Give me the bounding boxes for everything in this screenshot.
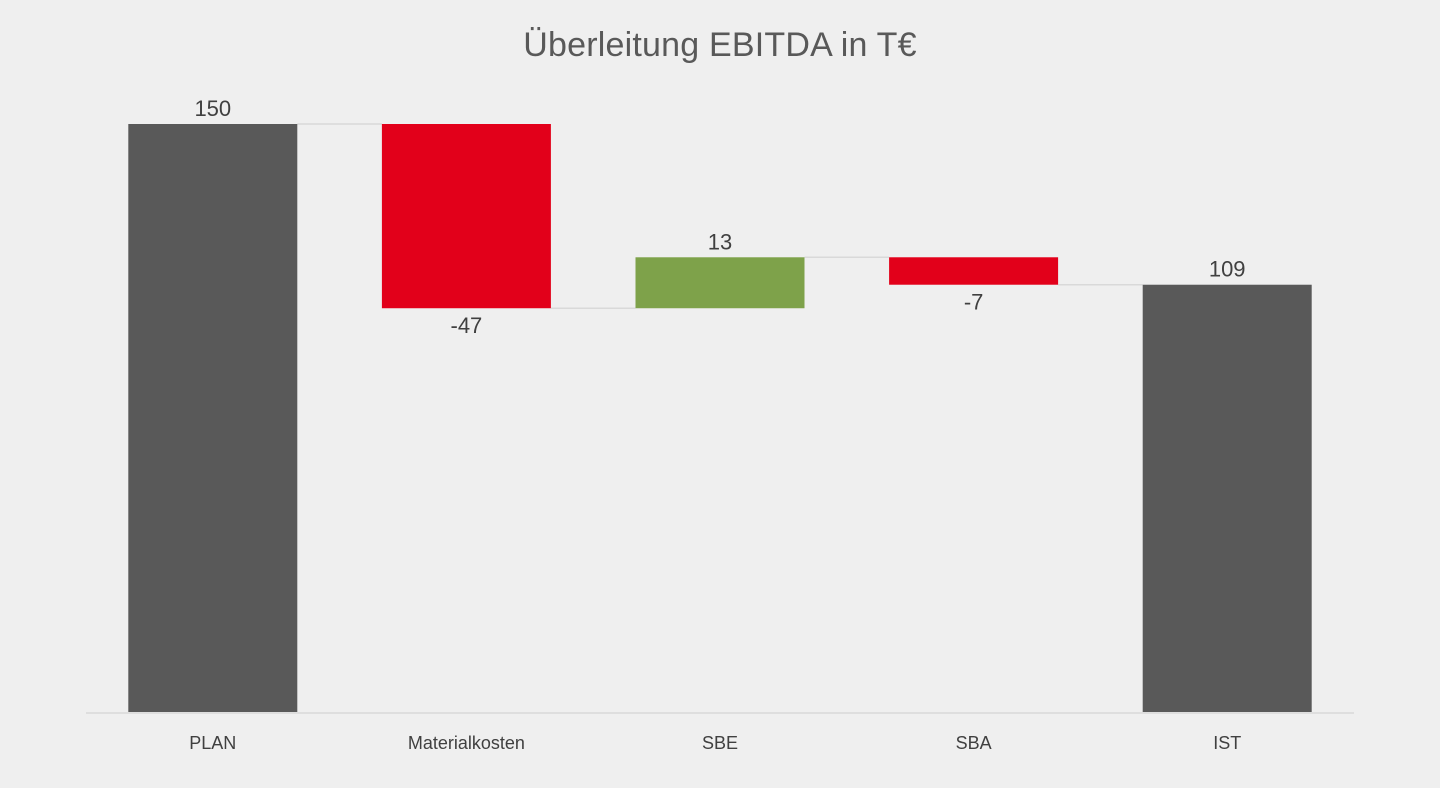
bar-materialkosten	[381, 124, 551, 309]
data-label: -7	[964, 290, 984, 315]
bar-sba	[889, 257, 1059, 285]
bar-plan	[128, 124, 298, 712]
data-label: 13	[708, 229, 732, 254]
x-tick-label: IST	[1213, 733, 1241, 753]
data-label: 109	[1209, 257, 1246, 282]
data-label: -47	[451, 313, 483, 338]
bar-ist	[1142, 284, 1312, 712]
x-tick-label: PLAN	[189, 733, 236, 753]
chart-title: Überleitung EBITDA in T€	[523, 26, 917, 64]
bar-sbe	[635, 257, 805, 309]
data-label: 150	[194, 96, 231, 121]
x-tick-label: SBA	[956, 733, 992, 753]
x-tick-label: Materialkosten	[408, 733, 525, 753]
x-tick-label: SBE	[702, 733, 738, 753]
